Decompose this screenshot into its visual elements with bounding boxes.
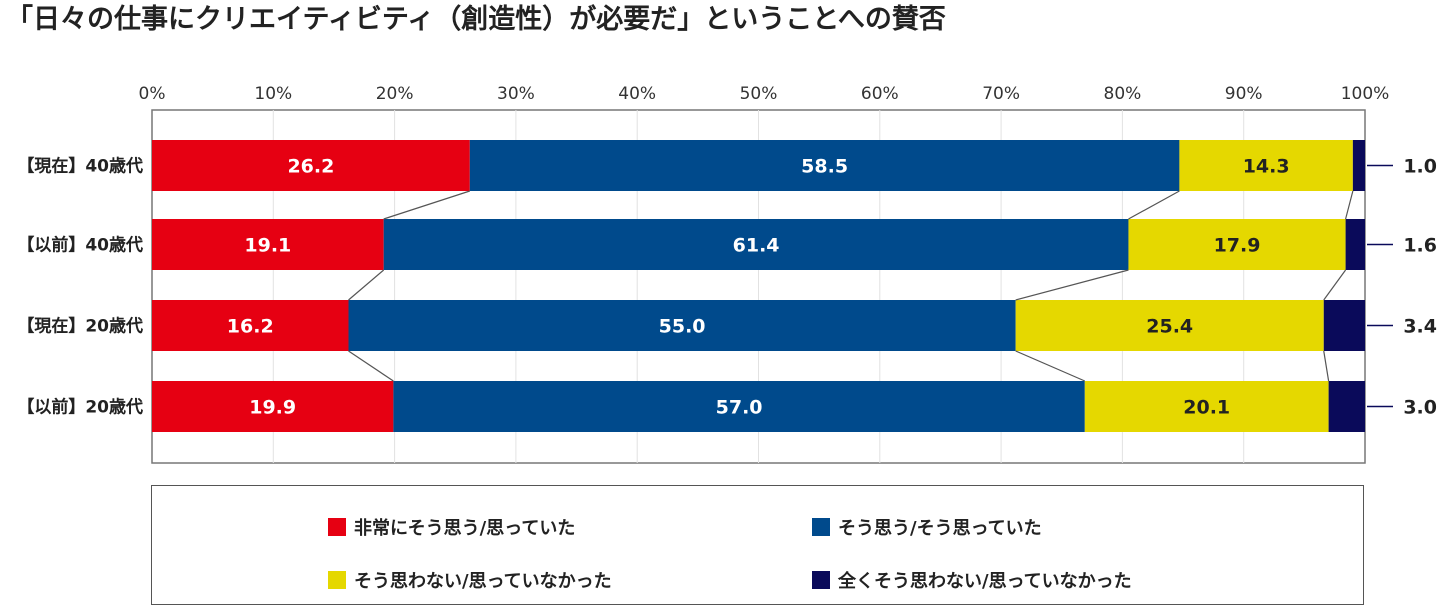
legend-item: そう思わない/思っていなかった xyxy=(328,567,612,593)
x-tick-label: 10% xyxy=(254,84,292,104)
x-tick-label: 80% xyxy=(1104,84,1142,104)
category-label: 【以前】40歳代 xyxy=(17,235,143,256)
x-tick-label: 50% xyxy=(740,84,778,104)
legend-item: そう思う/そう思っていた xyxy=(812,514,1042,540)
connector-line xyxy=(1128,190,1180,220)
legend-label: 非常にそう思う/思っていた xyxy=(354,518,576,539)
category-label: 【以前】20歳代 xyxy=(17,397,143,418)
legend-label: そう思わない/思っていなかった xyxy=(354,571,612,592)
x-tick-label: 0% xyxy=(139,84,166,104)
legend-swatch xyxy=(328,571,346,589)
data-label: 20.1 xyxy=(1183,397,1230,419)
bar-segment xyxy=(1345,219,1365,270)
bar-segment xyxy=(1015,300,1324,351)
legend-label: そう思う/そう思っていた xyxy=(838,518,1042,539)
bar-segment xyxy=(1328,381,1365,432)
data-label: 57.0 xyxy=(716,397,763,419)
data-label: 14.3 xyxy=(1243,156,1290,178)
bar-segment xyxy=(1179,140,1353,191)
bar-segment xyxy=(1128,219,1346,270)
data-label: 58.5 xyxy=(801,156,848,178)
x-tick-label: 60% xyxy=(861,84,899,104)
bar-segment xyxy=(383,219,1129,270)
data-label: 1.0 xyxy=(1403,156,1437,178)
legend-swatch xyxy=(812,571,830,589)
data-label: 19.1 xyxy=(244,235,291,257)
x-tick-label: 20% xyxy=(376,84,414,104)
x-tick-label: 70% xyxy=(982,84,1020,104)
x-tick-label: 100% xyxy=(1341,84,1390,104)
connector-line xyxy=(383,190,470,220)
bar-segment xyxy=(152,140,470,191)
data-label: 3.0 xyxy=(1403,397,1437,419)
bar-segment xyxy=(1084,381,1329,432)
chart-legend: 非常にそう思う/思っていた そう思う/そう思っていたそう思わない/思っていなかった… xyxy=(151,485,1364,605)
bar-segment xyxy=(152,381,394,432)
legend-label: 全くそう思わない/思っていなかった xyxy=(838,571,1132,592)
category-label: 【現在】40歳代 xyxy=(17,156,143,177)
legend-item: 非常にそう思う/思っていた xyxy=(328,514,575,540)
bar-segment xyxy=(152,300,349,351)
x-tick-label: 30% xyxy=(497,84,535,104)
data-label: 61.4 xyxy=(733,235,780,257)
connector-line xyxy=(1323,350,1330,382)
bar-segment xyxy=(393,381,1085,432)
data-label: 3.4 xyxy=(1403,316,1437,338)
connector-line xyxy=(348,350,394,382)
bar-segment xyxy=(348,300,1016,351)
legend-swatch xyxy=(328,518,346,536)
connector-line xyxy=(1015,269,1129,301)
bar-segment xyxy=(1352,140,1365,191)
data-label: 26.2 xyxy=(287,156,334,178)
data-label: 17.9 xyxy=(1214,235,1261,257)
connector-line xyxy=(348,269,385,301)
data-label: 1.6 xyxy=(1403,235,1437,257)
x-tick-label: 90% xyxy=(1225,84,1263,104)
connector-line xyxy=(1015,350,1086,382)
data-label: 16.2 xyxy=(227,316,274,338)
data-label: 19.9 xyxy=(249,397,296,419)
category-label: 【現在】20歳代 xyxy=(17,316,143,337)
x-tick-label: 40% xyxy=(618,84,656,104)
bar-segment xyxy=(152,219,384,270)
data-label: 25.4 xyxy=(1146,316,1193,338)
connector-line xyxy=(1323,269,1347,301)
data-label: 55.0 xyxy=(659,316,706,338)
chart-title: 「日々の仕事にクリエイティビティ（創造性）が必要だ」ということへの賛否 xyxy=(6,4,946,35)
bar-segment xyxy=(469,140,1180,191)
connector-line xyxy=(1345,190,1354,220)
legend-swatch xyxy=(812,518,830,536)
bar-segment xyxy=(1323,300,1365,351)
legend-item: 全くそう思わない/思っていなかった xyxy=(812,567,1132,593)
stacked-bar-chart: 0% 10% 20% 30% 40% 50% 60% 70% 80% 90% 100% 【現在】40歳… xyxy=(17,84,1437,464)
